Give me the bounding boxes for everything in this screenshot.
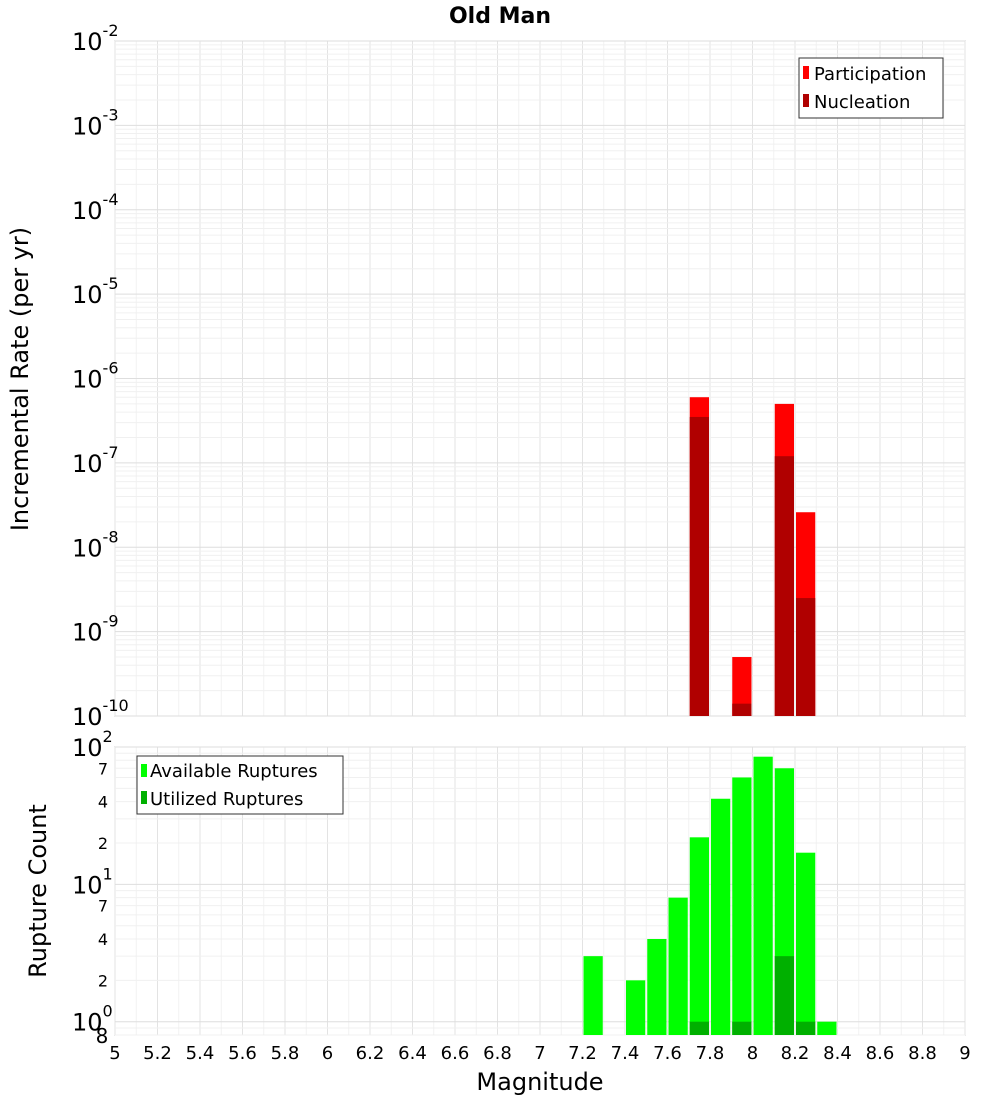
rate-y-tick-label: 10-2: [72, 21, 119, 56]
x-tick-label: 7.4: [611, 1043, 640, 1064]
count-grid: [114, 746, 966, 1036]
rate-y-tick-label: 10-7: [72, 443, 119, 478]
count-y-ticks: 100 101 102 8 2 4 7 2 4 7: [72, 727, 113, 1048]
x-tick-label: 5.6: [228, 1043, 257, 1064]
available-ruptures-bar: [796, 852, 816, 1035]
available-ruptures-bar: [626, 980, 646, 1035]
rate-bars: [689, 397, 816, 716]
available-ruptures-bar: [711, 798, 731, 1035]
count-panel: 100 101 102 8 2 4 7 2 4 7 Available Ruptures Util…: [24, 727, 966, 1048]
x-tick-label: 9: [959, 1043, 970, 1064]
count-y-minor-tick-label: 4: [98, 930, 108, 949]
count-y-axis-title: Rupture Count: [24, 804, 52, 978]
rate-legend-box: [798, 57, 944, 119]
rate-y-tick-label: 10-4: [72, 190, 119, 225]
rate-grid: [114, 40, 966, 717]
rate-y-tick-label: 10-5: [72, 274, 119, 309]
nucleation-legend-swatch: [803, 94, 809, 107]
x-tick-label: 8.4: [823, 1043, 852, 1064]
x-tick-label: 5.8: [271, 1043, 300, 1064]
x-tick-label: 5.4: [186, 1043, 215, 1064]
x-tick-label: 6.6: [441, 1043, 470, 1064]
nucleation-legend-label: Nucleation: [814, 92, 910, 113]
rate-y-tick-label: 10-6: [72, 359, 119, 394]
rate-y-tick-label: 10-10: [72, 696, 129, 731]
x-axis-title: Magnitude: [476, 1068, 603, 1096]
x-tick-label: 8: [747, 1043, 758, 1064]
x-tick-label: 5: [109, 1043, 120, 1064]
rate-y-tick-label: 10-3: [72, 105, 119, 140]
count-y-minor-tick-label: 7: [98, 759, 108, 778]
participation-bar: [732, 657, 752, 716]
participation-legend-label: Participation: [814, 64, 926, 85]
count-y-minor-tick-label: 8: [96, 1024, 109, 1048]
x-tick-label: 6.2: [356, 1043, 385, 1064]
count-legend: Available Ruptures Utilized Ruptures: [136, 755, 344, 815]
count-bars: [583, 756, 837, 1035]
nucleation-bar: [774, 456, 794, 716]
available-ruptures-bar: [647, 939, 667, 1035]
rate-y-tick-label: 10-9: [72, 612, 119, 647]
x-tick-label: 7.2: [568, 1043, 597, 1064]
available-ruptures-bar: [753, 756, 773, 1035]
rate-y-ticks: 10-10 10-9 10-8 10-7 10-6 10-5 10-4 10-3 10-2: [72, 21, 129, 731]
x-tick-label: 7.8: [696, 1043, 725, 1064]
available-ruptures-bar: [689, 837, 709, 1035]
count-y-minor-tick-label: 2: [98, 971, 108, 990]
nucleation-bar: [689, 416, 709, 716]
rate-panel: 10-10 10-9 10-8 10-7 10-6 10-5 10-4 10-3 10-2 Pa…: [6, 21, 966, 731]
count-y-minor-tick-label: 2: [98, 834, 108, 853]
count-y-tick-label: 102: [72, 727, 113, 762]
utilized-legend-swatch: [141, 791, 147, 804]
x-tick-label: 8.8: [908, 1043, 937, 1064]
x-tick-label: 8.2: [781, 1043, 810, 1064]
utilized-ruptures-bar: [689, 1021, 709, 1035]
available-ruptures-bar: [817, 1021, 837, 1035]
available-legend-swatch: [141, 764, 147, 777]
x-tick-label: 6: [322, 1043, 333, 1064]
x-tick-label: 8.6: [866, 1043, 895, 1064]
utilized-ruptures-bar: [796, 1021, 816, 1035]
x-tick-label: 6.8: [483, 1043, 512, 1064]
count-y-minor-tick-label: 4: [98, 793, 108, 812]
available-ruptures-bar: [583, 956, 603, 1035]
utilized-legend-label: Utilized Ruptures: [150, 789, 303, 810]
count-legend-box: [136, 755, 344, 815]
rate-legend: Participation Nucleation: [798, 57, 944, 119]
x-tick-label: 5.2: [143, 1043, 172, 1064]
x-axis-ticks: 5 5.2 5.4 5.6 5.8 6 6.2 6.4 6.6 6.8 7 7.2 7.4 7.6 7.8 8…: [109, 1043, 970, 1064]
count-y-tick-label: 101: [72, 864, 113, 899]
count-y-tick-label: 100: [72, 1002, 113, 1037]
available-ruptures-bar: [732, 777, 752, 1035]
count-y-minor-tick-label: 7: [98, 897, 108, 916]
x-tick-label: 7: [534, 1043, 545, 1064]
nucleation-bar: [732, 703, 752, 716]
utilized-ruptures-bar: [732, 1021, 752, 1035]
x-tick-label: 6.4: [398, 1043, 427, 1064]
available-ruptures-bar: [668, 897, 688, 1035]
chart-title: Old Man: [449, 4, 551, 29]
participation-legend-swatch: [803, 66, 809, 79]
nucleation-bar: [796, 598, 816, 716]
available-legend-label: Available Ruptures: [150, 761, 318, 782]
x-tick-label: 7.6: [653, 1043, 682, 1064]
utilized-ruptures-bar: [774, 956, 794, 1035]
rate-y-axis-title: Incremental Rate (per yr): [6, 227, 34, 531]
rate-y-tick-label: 10-8: [72, 527, 119, 562]
